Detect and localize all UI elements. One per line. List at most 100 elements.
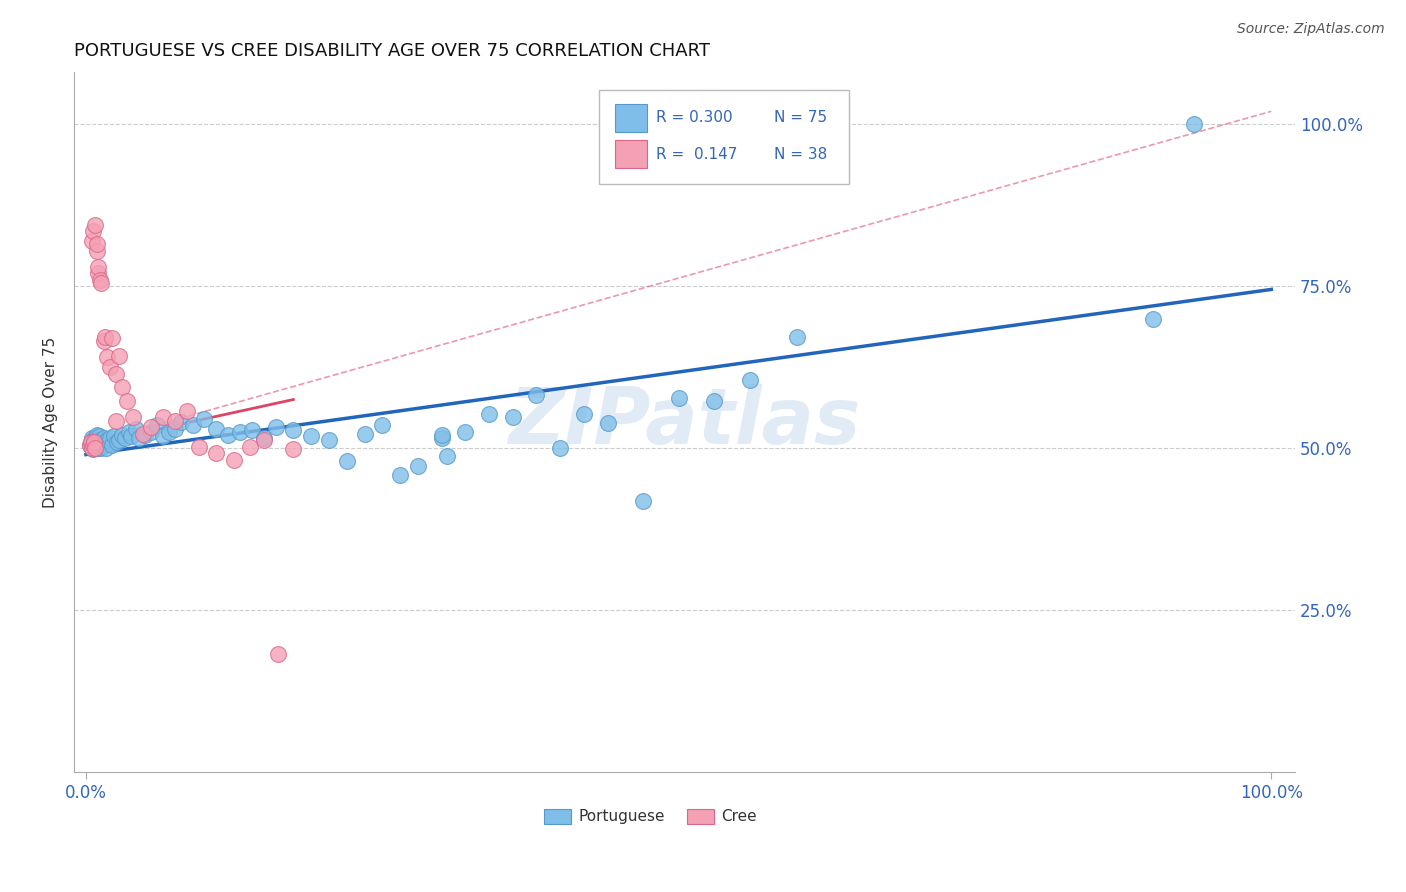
Point (90, 434, 112, 448)
Point (572, 408, 595, 422)
Point (82, 438, 104, 452)
Point (86, 237, 108, 252)
Point (283, 442, 305, 457)
Point (87, 260, 110, 274)
Point (86, 244, 108, 258)
Point (84, 441, 107, 455)
Point (238, 440, 260, 454)
Point (436, 449, 458, 463)
FancyBboxPatch shape (599, 90, 849, 185)
Point (84, 218, 107, 232)
Point (132, 426, 155, 441)
Text: PORTUGUESE VS CREE DISABILITY AGE OVER 75 CORRELATION CHART: PORTUGUESE VS CREE DISABILITY AGE OVER 7… (75, 42, 710, 60)
Point (79, 438, 101, 452)
Point (84, 441, 107, 455)
Point (94, 434, 117, 449)
Point (101, 331, 124, 345)
Point (87, 438, 110, 452)
Point (229, 425, 252, 439)
Point (89, 273, 111, 287)
Point (82, 442, 104, 457)
Point (80, 441, 103, 455)
Point (253, 434, 276, 448)
Text: Portuguese: Portuguese (578, 809, 665, 824)
Point (83, 434, 105, 449)
Y-axis label: Disability Age Over 75: Disability Age Over 75 (44, 336, 58, 508)
Point (117, 425, 139, 439)
Point (90, 276, 112, 290)
Point (94, 329, 117, 343)
Point (139, 420, 162, 434)
Point (87, 266, 110, 280)
Point (105, 434, 128, 449)
Point (264, 420, 287, 434)
FancyBboxPatch shape (688, 809, 714, 824)
Point (90, 441, 112, 455)
Point (122, 410, 145, 425)
Point (217, 428, 239, 442)
Point (86, 428, 108, 442)
Point (101, 438, 124, 452)
Point (86, 436, 108, 450)
Point (454, 425, 477, 439)
Point (84, 431, 107, 445)
Point (170, 415, 193, 429)
Point (389, 468, 412, 483)
Point (96, 434, 118, 448)
Point (93, 431, 115, 445)
Point (152, 410, 174, 425)
Point (738, 373, 761, 387)
Point (336, 454, 359, 468)
Point (502, 410, 524, 425)
Point (1182, 117, 1205, 131)
Point (596, 417, 619, 431)
Point (668, 391, 690, 405)
Text: Cree: Cree (721, 809, 756, 824)
Text: R =  0.147: R = 0.147 (657, 147, 738, 161)
FancyBboxPatch shape (614, 140, 647, 169)
Point (430, 431, 453, 445)
Point (82, 224, 104, 238)
Point (117, 394, 139, 409)
Point (548, 441, 571, 455)
Point (240, 423, 263, 437)
Point (157, 425, 180, 439)
Point (703, 394, 725, 409)
Point (80, 441, 103, 455)
Point (83, 434, 105, 449)
Point (114, 431, 136, 445)
Point (318, 434, 340, 448)
Point (93, 334, 115, 349)
Point (205, 422, 228, 436)
Point (353, 426, 375, 441)
Point (205, 446, 228, 460)
Point (103, 429, 125, 443)
Point (110, 379, 132, 393)
Point (163, 422, 186, 436)
Point (82, 434, 104, 448)
Point (87, 434, 110, 448)
Point (87, 441, 110, 455)
Point (1142, 311, 1164, 326)
Point (299, 429, 322, 443)
Point (253, 431, 276, 445)
Point (96, 351, 118, 365)
Point (104, 414, 127, 428)
Point (80, 434, 103, 449)
Point (134, 428, 156, 442)
Point (110, 428, 132, 442)
Point (104, 367, 127, 381)
Point (187, 440, 209, 454)
Point (193, 412, 215, 426)
FancyBboxPatch shape (614, 103, 647, 132)
Point (108, 349, 131, 363)
Point (128, 431, 150, 445)
Point (125, 422, 148, 436)
Point (631, 494, 654, 508)
Point (283, 423, 305, 437)
Point (139, 425, 162, 439)
Point (80, 234, 103, 248)
Point (80, 434, 103, 449)
Text: R = 0.300: R = 0.300 (657, 111, 733, 126)
Point (79, 438, 101, 452)
